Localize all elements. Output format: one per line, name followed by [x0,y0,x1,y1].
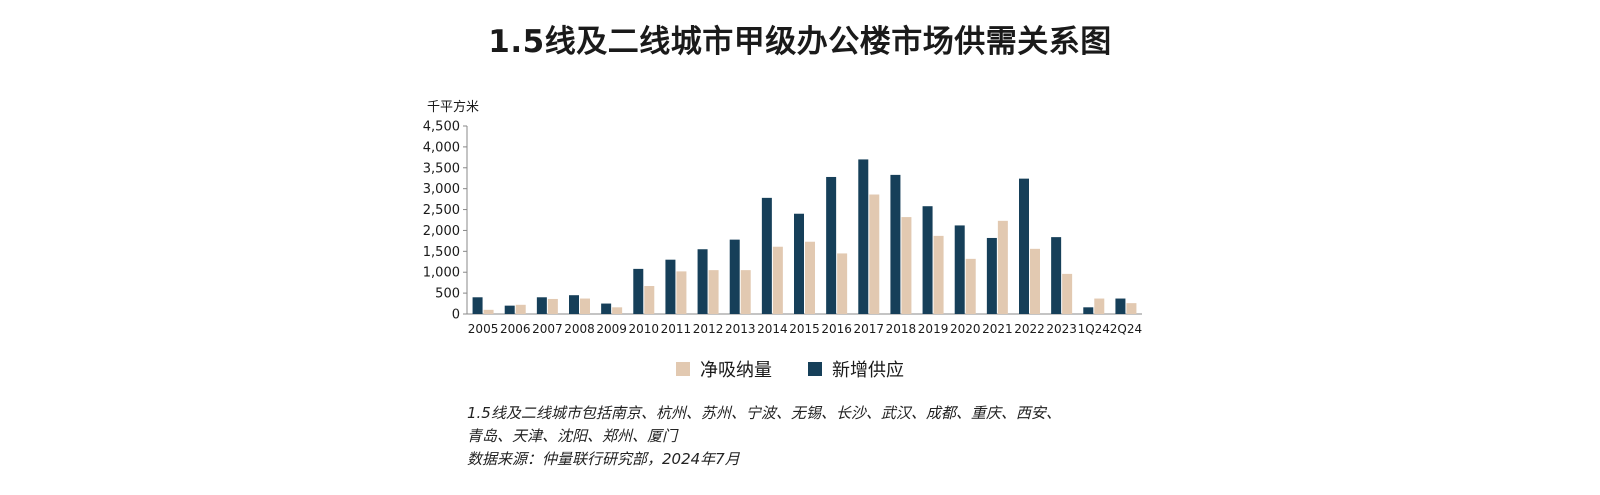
bar-supply [569,295,579,314]
bar-supply [1051,237,1062,314]
bar-absorption [644,286,655,314]
bar-absorption [612,307,623,314]
y-tick-label: 3,000 [423,182,460,197]
x-tick-label: 1Q24 [1078,322,1110,336]
y-tick-label: 0 [452,308,460,323]
chart-title: 1.5线及二线城市甲级办公楼市场供需关系图 [488,24,1112,60]
x-tick-label: 2008 [564,322,595,336]
note-cities-line2: 青岛、天津、沈阳、郑州、厦门 [467,427,678,445]
x-tick-label: 2016 [821,322,852,336]
y-tick-label: 1,500 [423,245,460,260]
x-tick-label: 2020 [950,322,981,336]
bar-absorption [997,220,1008,314]
bar-absorption [933,235,944,314]
bar-supply [890,174,901,314]
legend-swatch-absorption [676,362,690,376]
bar-absorption [901,217,912,314]
bar-absorption [965,258,976,314]
chart-notes: 1.5线及二线城市包括南京、杭州、苏州、宁波、无锡、长沙、武汉、成都、重庆、西安… [467,402,1061,471]
bar-absorption [1094,298,1105,314]
legend-label-absorption: 净吸纳量 [700,360,772,381]
x-tick-label: 2Q24 [1110,322,1142,336]
bar-supply [761,197,772,314]
x-tick-label: 2021 [982,322,1013,336]
x-tick-label: 2015 [789,322,820,336]
bar-supply [601,303,612,314]
legend-label-supply: 新增供应 [832,360,904,381]
x-tick-label: 2010 [629,322,660,336]
y-tick-label: 500 [435,287,460,302]
bar-absorption [1030,248,1040,314]
bar-supply [472,297,483,314]
bar-supply [536,297,547,314]
legend-item-absorption: 净吸纳量 [676,356,772,382]
y-tick-label: 2,000 [423,224,460,239]
y-tick-label: 2,500 [423,203,460,218]
bar-supply [504,305,515,314]
y-axis-unit-label: 千平方米 [427,99,479,115]
bar-supply [1115,298,1126,314]
bar-absorption [740,270,751,314]
y-tick-label: 4,000 [423,140,460,155]
x-tick-label: 2017 [854,322,885,336]
note-cities-line1: 1.5线及二线城市包括南京、杭州、苏州、宁波、无锡、长沙、武汉、成都、重庆、西安… [467,404,1061,422]
bar-absorption [547,298,558,314]
bar-absorption [1062,273,1073,314]
y-tick-label: 1,000 [423,266,460,281]
bar-absorption [1126,303,1137,314]
x-tick-label: 2007 [532,322,563,336]
x-tick-label: 2018 [886,322,917,336]
y-tick-label: 4,500 [423,120,460,135]
bar-absorption [676,271,687,314]
x-tick-label: 2009 [596,322,627,336]
bar-supply [697,249,708,314]
y-tick-label: 3,500 [423,161,460,176]
note-source: 数据来源：仲量联行研究部，2024年7月 [467,450,740,468]
x-tick-label: 2012 [693,322,724,336]
bar-absorption [772,246,783,314]
x-tick-label: 2005 [468,322,499,336]
bar-supply [665,259,676,314]
bar-absorption [837,253,848,314]
bar-supply [633,268,644,314]
bar-absorption [708,270,719,314]
bar-absorption [580,298,590,314]
bar-supply [729,239,740,314]
legend-item-supply: 新增供应 [808,356,904,382]
bar-supply [1019,178,1029,314]
bar-supply [1083,307,1094,314]
bar-absorption [515,304,526,314]
bar-supply [794,213,804,314]
bar-absorption [483,309,494,314]
x-tick-label: 2006 [500,322,531,336]
x-tick-label: 2011 [661,322,692,336]
x-tick-label: 2013 [725,322,756,336]
bar-supply [826,176,837,314]
legend-swatch-supply [808,362,822,376]
x-tick-label: 2023 [1046,322,1077,336]
bar-supply [986,237,997,314]
chart-legend: 净吸纳量 新增供应 [0,356,1600,382]
x-tick-label: 2014 [757,322,788,336]
bar-absorption [805,241,815,314]
bar-supply [858,159,869,314]
x-tick-label: 2022 [1014,322,1045,336]
bar-supply [922,206,933,314]
x-tick-label: 2019 [918,322,949,336]
bar-absorption [869,194,880,314]
bar-supply [954,225,965,314]
